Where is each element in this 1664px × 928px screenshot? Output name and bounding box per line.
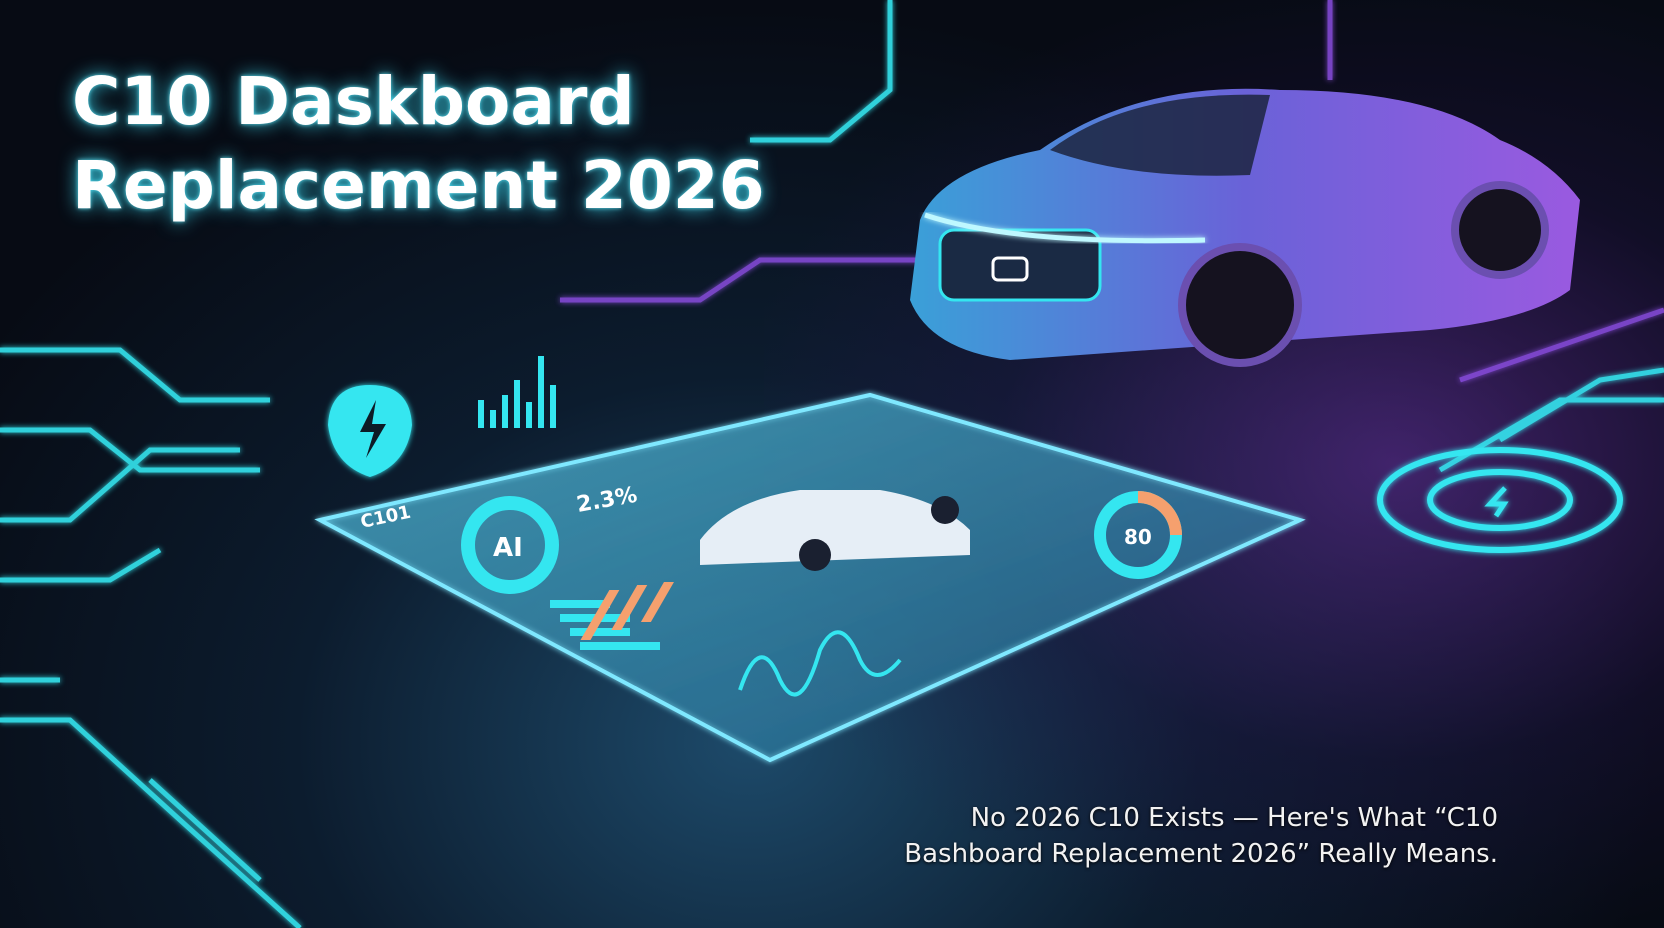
car-image	[910, 88, 1580, 367]
caption: No 2026 C10 Exists — Here's What “C10 Ba…	[904, 800, 1498, 872]
dashboard-panel	[314, 392, 1306, 763]
headline-line-2: Replacement 2026	[72, 147, 765, 224]
dashboard-gauge-value: 80	[1124, 525, 1152, 549]
lightning-icon	[328, 385, 412, 477]
headline: C10 Daskboard Replacement 2026	[72, 60, 765, 228]
caption-line-1: No 2026 C10 Exists — Here's What “C10	[970, 803, 1498, 833]
wireless-charging-icon	[1377, 447, 1623, 553]
dashboard-ai-badge: AI	[493, 533, 523, 563]
caption-line-2: Bashboard Replacement 2026” Really Means…	[904, 839, 1498, 869]
headline-line-1: C10 Daskboard	[72, 63, 635, 140]
car-logo-icon	[991, 256, 1029, 282]
mini-bar-chart	[478, 356, 556, 428]
